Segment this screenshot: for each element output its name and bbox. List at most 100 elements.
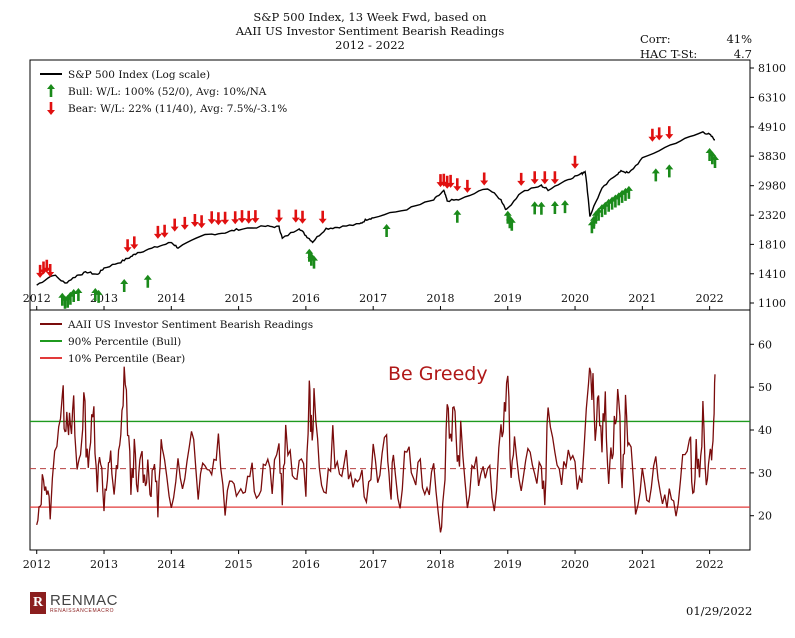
bear-arrow-shape xyxy=(123,239,132,253)
bear-arrow xyxy=(180,216,189,230)
top-x-tick-label: 2020 xyxy=(561,292,589,305)
aaii-bearish-line xyxy=(36,366,716,533)
logo-mark-icon: R xyxy=(30,592,46,614)
bull-arrow-shape xyxy=(618,189,627,203)
bear-arrow-shape xyxy=(42,259,51,273)
renmac-logo: R RENMAC RENAISSANCEMACRO xyxy=(30,592,118,614)
corr-value: 41% xyxy=(726,32,752,46)
bear-arrow-shape xyxy=(480,172,489,186)
legend-bear-icon-shape xyxy=(47,102,55,115)
bear-arrow-shape xyxy=(214,212,223,226)
bear-arrow-shape xyxy=(153,225,162,239)
bear-arrow-shape xyxy=(540,171,549,185)
bear-arrow-shape xyxy=(46,264,55,277)
top-x-tick-label: 2017 xyxy=(359,292,387,305)
top-y-tick-label: 4910 xyxy=(758,121,786,134)
bear-arrow-shape xyxy=(655,127,664,141)
bull-arrow-shape xyxy=(143,274,152,288)
bear-arrow xyxy=(214,212,223,226)
bull-arrow-shape xyxy=(708,151,717,165)
be-greedy-annotation: Be Greedy xyxy=(388,363,488,385)
brand-tagline: RENAISSANCEMACRO xyxy=(50,607,115,614)
chart-title: S&P 500 Index, 13 Week Fwd, based on AAI… xyxy=(220,10,520,52)
bottom-y-tick-label: 40 xyxy=(758,424,772,437)
bottom-x-tick-label: 2015 xyxy=(225,558,253,571)
top-y-tick-label: 1100 xyxy=(758,297,786,310)
bull-arrow-shape xyxy=(621,187,630,201)
bear-arrow xyxy=(571,155,579,169)
bottom-y-tick-label: 50 xyxy=(758,381,772,394)
bear-arrow xyxy=(463,179,472,193)
bear-arrow-shape xyxy=(275,209,283,223)
bear-arrow xyxy=(550,171,559,185)
bear-arrow-shape xyxy=(36,264,45,278)
bear-arrow xyxy=(231,211,240,225)
bear-arrow xyxy=(298,210,307,224)
bull-arrow xyxy=(711,155,719,168)
legend-bear_line-label: 10% Percentile (Bear) xyxy=(68,353,185,365)
bear-arrow-shape xyxy=(571,155,579,169)
top-x-tick-label: 2016 xyxy=(292,292,320,305)
title-line-3: 2012 - 2022 xyxy=(335,38,405,52)
title-line-1: S&P 500 Index, 13 Week Fwd, based on xyxy=(253,10,487,24)
bear-arrow-shape xyxy=(446,174,455,188)
legend-sentiment-label: AAII US Investor Sentiment Bearish Readi… xyxy=(67,319,313,331)
chart-date: 01/29/2022 xyxy=(686,604,753,618)
bear-arrow-shape xyxy=(291,209,300,223)
bottom-x-tick-label: 2012 xyxy=(23,558,51,571)
bear-arrow-shape xyxy=(463,179,472,193)
bull-arrow-shape xyxy=(611,194,620,208)
bear-arrow xyxy=(665,126,674,140)
bear-arrow-shape xyxy=(251,210,260,224)
bear-arrow xyxy=(123,239,132,253)
bull-arrow xyxy=(561,200,569,214)
bull-arrow xyxy=(601,201,610,215)
bear-arrow xyxy=(46,264,55,277)
bear-arrow-shape xyxy=(439,173,448,187)
bear-arrow-shape xyxy=(231,211,240,225)
bull-arrow xyxy=(453,209,462,223)
bear-arrow xyxy=(251,210,260,224)
legend-index-label: S&P 500 Index (Log scale) xyxy=(68,69,210,81)
bear-arrow-shape xyxy=(665,126,674,140)
top-x-tick-label: 2021 xyxy=(628,292,656,305)
bull-arrow xyxy=(708,151,717,165)
bear-arrow-shape xyxy=(550,171,559,185)
bear-arrow xyxy=(480,172,489,186)
bear-arrow xyxy=(540,171,549,185)
bear-arrow xyxy=(207,211,216,225)
top-x-tick-label: 2018 xyxy=(426,292,454,305)
bull-arrow xyxy=(608,196,617,210)
bull-arrow xyxy=(651,168,660,182)
bottom-x-tick-label: 2014 xyxy=(157,558,185,571)
bear-arrow xyxy=(517,172,526,186)
bottom-y-tick-label: 20 xyxy=(758,510,772,523)
bull-arrow-shape xyxy=(665,164,674,178)
bear-arrow-shape xyxy=(180,216,189,230)
bull-arrow xyxy=(550,201,559,214)
bull-arrow xyxy=(618,189,627,203)
bull-arrow-shape xyxy=(305,248,314,262)
bear-arrow-shape xyxy=(221,211,230,225)
bull-arrow-shape xyxy=(594,207,603,221)
title-line-2: AAII US Investor Sentiment Bearish Readi… xyxy=(235,24,505,38)
bottom-x-tick-label: 2013 xyxy=(90,558,118,571)
bear-arrow-shape xyxy=(197,215,206,229)
stats-box: Corr: 41% HAC T-St: 4.7 xyxy=(640,32,752,62)
corr-label: Corr: xyxy=(640,32,671,46)
bear-arrow-shape xyxy=(170,218,179,232)
bear-arrow xyxy=(446,174,455,188)
bull-arrow-shape xyxy=(537,201,546,215)
top-y-tick-label: 3830 xyxy=(758,150,786,163)
top-x-tick-label: 2012 xyxy=(23,292,51,305)
bear-arrow-shape xyxy=(207,211,216,225)
bull-arrow-shape xyxy=(601,201,610,215)
bottom-x-tick-label: 2019 xyxy=(494,558,522,571)
bull-arrow xyxy=(74,288,83,301)
bull-arrow-shape xyxy=(382,224,391,237)
bear-arrow xyxy=(439,173,448,187)
bottom-x-tick-label: 2021 xyxy=(628,558,656,571)
hac-value: 4.7 xyxy=(733,47,752,61)
bear-arrow xyxy=(318,210,327,224)
